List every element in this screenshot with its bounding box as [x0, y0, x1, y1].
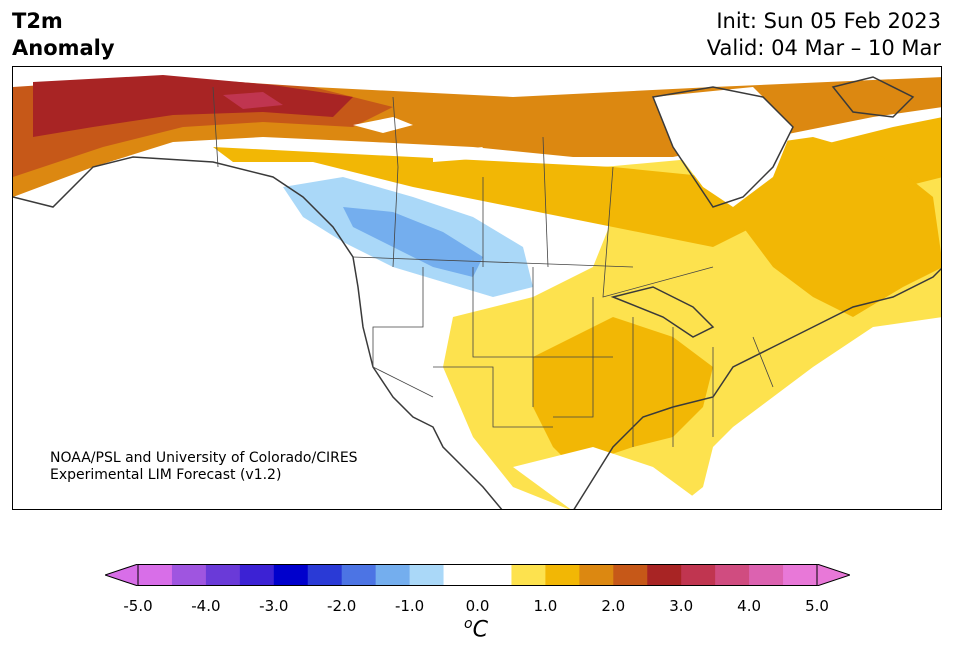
ice-patch-1: [353, 117, 413, 133]
colorbar-swatch: [647, 564, 682, 586]
map-canvas: [13, 67, 941, 509]
colorbar-under-arrow: [105, 564, 139, 586]
colorbar-tick-label: 2.0: [601, 597, 626, 615]
colorbar-swatch: [783, 564, 818, 586]
title-line2: Anomaly: [12, 36, 115, 60]
colorbar-tick-label: -1.0: [394, 597, 425, 615]
credit-line2: Experimental LIM Forecast (v1.2): [50, 467, 282, 483]
anomaly-map: NOAA/PSL and University of Colorado/CIRE…: [12, 66, 942, 510]
colorbar-tick-label: 1.0: [533, 597, 558, 615]
colorbar-swatch: [545, 564, 580, 586]
colorbar-swatch: [307, 564, 343, 586]
colorbar-tick-label: 0.0: [465, 597, 490, 615]
political-borders: [212, 86, 774, 447]
colorbar-swatch: [579, 564, 614, 586]
colorbar-tick-label: 5.0: [805, 597, 829, 615]
colorbar-swatch: [375, 564, 411, 586]
anomaly-yellow-region-southeast: [533, 317, 713, 467]
title-right: Init: Sun 05 Feb 2023 Valid: 04 Mar – 10…: [707, 8, 941, 62]
unit-letter: C: [472, 617, 488, 643]
anomaly-pink-region: [223, 92, 283, 109]
colorbar-swatch: [613, 564, 648, 586]
anomaly-blue-region: [343, 207, 483, 277]
unit-degree-symbol: o: [464, 616, 473, 632]
credit-line1: NOAA/PSL and University of Colorado/CIRE…: [50, 450, 358, 466]
colorbar-tick-label: -3.0: [259, 597, 289, 615]
colorbar-swatch: [715, 564, 750, 586]
hudson-bay-water: [653, 87, 793, 207]
colorbar-over-arrow: [816, 564, 850, 586]
colorbar-swatch: [273, 564, 309, 586]
colorbar-swatch: [477, 564, 512, 586]
colorbar-swatch: [409, 564, 445, 586]
colorbar-swatch: [341, 564, 377, 586]
colorbar-swatch: [205, 564, 241, 586]
init-date: Init: Sun 05 Feb 2023: [716, 9, 941, 33]
colorbar-tick-label: 3.0: [669, 597, 694, 615]
colorbar-units: oC: [464, 616, 488, 642]
colorbar-swatch: [749, 564, 784, 586]
coastlines: [13, 76, 941, 509]
colorbar-swatch: [511, 564, 546, 586]
valid-date: Valid: 04 Mar – 10 Mar: [706, 36, 941, 60]
colorbar-tick-label: -2.0: [327, 597, 357, 615]
anomaly-red-region: [33, 75, 353, 137]
colorbar-swatch: [681, 564, 716, 586]
title-line1: T2m: [12, 9, 63, 33]
title-left: T2m Anomaly: [12, 8, 115, 62]
colorbar-swatch: [171, 564, 207, 586]
colorbar-tick-label: -4.0: [191, 597, 221, 615]
colorbar-swatch: [239, 564, 275, 586]
colorbar-tick-label: 4.0: [737, 597, 762, 615]
anomaly-yellow-region-east: [743, 137, 941, 317]
colorbar-tick-label: -5.0: [123, 597, 153, 615]
colorbar: [105, 564, 850, 586]
ice-patch-2: [433, 147, 483, 162]
colorbar-ticks: -5.0 -4.0 -3.0 -2.0 -1.0 0.0 1.0 2.0 3.0 4.0 5.0: [0, 597, 953, 617]
credit-text: NOAA/PSL and University of Colorado/CIRE…: [50, 450, 358, 484]
colorbar-swatch: [443, 564, 478, 586]
colorbar-swatch: [138, 564, 173, 586]
ocean-gulf: [513, 447, 711, 509]
